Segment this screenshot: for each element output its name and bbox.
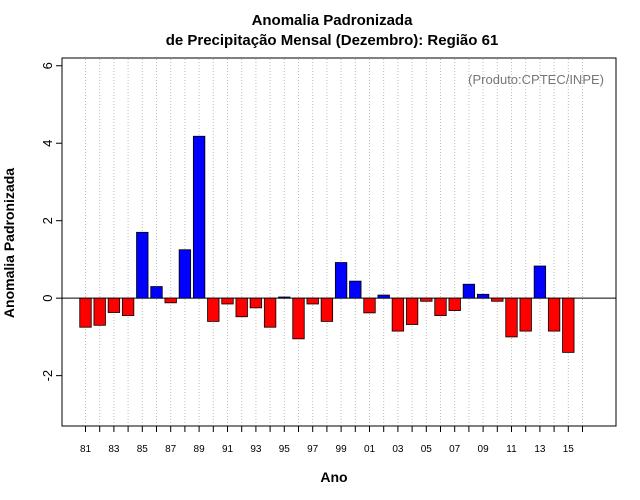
y-tick-label: -2	[40, 370, 55, 382]
bar-2004	[405, 297, 419, 325]
plot-frame	[61, 57, 617, 427]
x-tick-label: 11	[506, 444, 517, 455]
bar-1993	[249, 297, 263, 309]
bar-1992	[235, 297, 248, 318]
x-tick-label: 85	[137, 444, 149, 455]
bar-1994	[263, 297, 277, 328]
x-tick-label: 93	[250, 444, 262, 455]
bar-1997	[306, 297, 319, 305]
x-tick-label: 99	[336, 444, 348, 455]
x-tick-label: 09	[478, 444, 490, 455]
bar-1985	[136, 231, 149, 299]
bar-1990	[207, 297, 220, 322]
x-tick-label: 97	[307, 444, 319, 455]
bar-2003	[391, 297, 405, 332]
x-tick-label: 15	[563, 444, 575, 455]
chart-title: Anomalia Padronizada	[252, 12, 414, 29]
x-axis-label: Ano	[320, 469, 347, 485]
x-tick-label: 05	[421, 444, 433, 455]
bar-2012	[519, 297, 532, 332]
bar-1999	[334, 262, 348, 299]
chart-subtitle: de Precipitação Mensal (Dezembro): Regiã…	[166, 32, 499, 49]
x-tick-label: 81	[80, 444, 92, 455]
x-tick-label: 03	[392, 444, 404, 455]
bar-1982	[93, 297, 106, 326]
bar-2007	[448, 297, 461, 311]
bar-1991	[221, 297, 234, 305]
x-tick-label: 89	[194, 444, 206, 455]
bar-1983	[107, 297, 121, 313]
bar-2009	[476, 293, 490, 299]
y-tick-label: 2	[40, 217, 55, 224]
y-tick-label: 4	[40, 140, 55, 147]
gridlines	[85, 59, 583, 425]
bar-2010	[491, 297, 504, 302]
bar-2014	[547, 297, 561, 332]
bars	[79, 135, 575, 353]
x-tick-label: 13	[534, 444, 546, 455]
bar-1989	[192, 135, 206, 299]
y-tick-label: 6	[40, 62, 55, 69]
x-axis: 81 83 85 87 89 91 93 95 97 99 01 03 05 07 09 11 13 15	[80, 426, 583, 455]
y-axis: -2 0 2 4 6	[40, 62, 62, 381]
bar-1981	[79, 297, 92, 328]
bar-2002	[377, 294, 390, 299]
bar-2015	[562, 297, 575, 353]
x-tick-label: 87	[165, 444, 177, 455]
bar-1996	[292, 297, 305, 340]
bar-2011	[505, 297, 518, 338]
y-axis-label: Anomalia Padronizada	[1, 168, 17, 318]
x-tick-label: 01	[364, 444, 376, 455]
bar-1998	[320, 297, 334, 322]
x-tick-label: 07	[449, 444, 461, 455]
bar-1988	[178, 249, 192, 299]
bar-1995	[278, 296, 291, 299]
bar-2013	[533, 265, 547, 299]
bar-2008	[462, 283, 476, 299]
bar-2005	[420, 297, 433, 302]
x-tick-label: 91	[222, 444, 234, 455]
bar-1987	[164, 297, 177, 304]
bar-2006	[434, 297, 447, 317]
bar-2000	[349, 280, 362, 299]
x-tick-label: 83	[108, 444, 120, 455]
bar-1984	[121, 297, 135, 317]
credit-text: (Produto:CPTEC/INPE)	[468, 72, 604, 87]
x-tick-label: 95	[279, 444, 291, 455]
y-tick-label: 0	[40, 295, 55, 302]
bar-2001	[363, 297, 376, 314]
bar-1986	[150, 286, 163, 299]
